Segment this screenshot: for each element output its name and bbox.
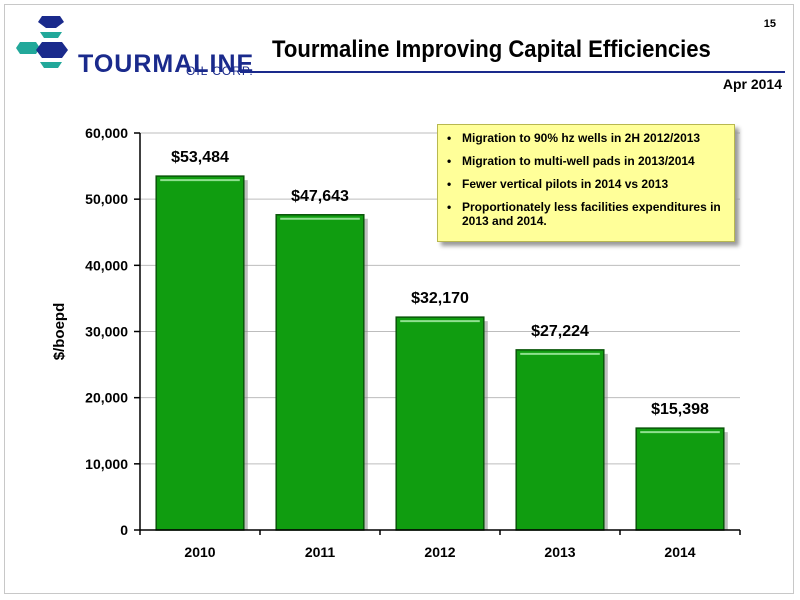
bar-2014 bbox=[635, 427, 725, 531]
page-number: 15 bbox=[763, 18, 776, 30]
tourmaline-gem-icon bbox=[16, 16, 68, 68]
data-labels: $53,484 $47,643 $32,170 $27,224 $15,398 bbox=[171, 149, 709, 418]
y-tick-labels: 0 10,000 20,000 30,000 40,000 50,000 60,000 bbox=[85, 125, 140, 538]
callout-bullet: Migration to multi-well pads in 2013/201… bbox=[446, 154, 726, 168]
bars bbox=[155, 175, 728, 531]
data-label: $53,484 bbox=[171, 149, 229, 166]
x-tick-label: 2013 bbox=[544, 544, 575, 560]
data-label: $27,224 bbox=[531, 323, 589, 340]
bar-2012 bbox=[395, 316, 485, 531]
x-tick-label: 2014 bbox=[664, 544, 695, 560]
y-tick-label: 60,000 bbox=[85, 125, 128, 141]
y-tick-label: 30,000 bbox=[85, 324, 128, 340]
y-tick-label: 20,000 bbox=[85, 390, 128, 406]
y-tick-label: 40,000 bbox=[85, 257, 128, 273]
slide-date: Apr 2014 bbox=[722, 76, 782, 92]
bar-2011 bbox=[275, 214, 365, 531]
x-tick-label: 2012 bbox=[424, 544, 455, 560]
slide-frame bbox=[4, 4, 794, 594]
logo-wordmark: TOURMALINE bbox=[78, 50, 255, 78]
x-tick-labels: 2010 2011 2012 2013 2014 bbox=[139, 530, 741, 560]
slide-title: Tourmaline Improving Capital Efficiencie… bbox=[272, 36, 711, 63]
bar-2010 bbox=[155, 175, 245, 531]
data-label: $15,398 bbox=[651, 401, 709, 418]
logo-subtext: OIL CORP. bbox=[186, 64, 254, 78]
y-tick-label: 10,000 bbox=[85, 456, 128, 472]
x-tick-label: 2010 bbox=[184, 544, 215, 560]
callout-bullet: Proportionately less facilities expendit… bbox=[446, 200, 726, 228]
callout-bullet: Migration to 90% hz wells in 2H 2012/201… bbox=[446, 131, 726, 145]
x-tick-label: 2011 bbox=[305, 544, 336, 560]
data-label: $32,170 bbox=[411, 290, 469, 307]
callout-box: Migration to 90% hz wells in 2H 2012/201… bbox=[437, 124, 735, 242]
y-tick-label: 50,000 bbox=[85, 191, 128, 207]
title-underline bbox=[240, 71, 785, 73]
callout-bullet-list: Migration to 90% hz wells in 2H 2012/201… bbox=[446, 131, 726, 228]
callout-bullet: Fewer vertical pilots in 2014 vs 2013 bbox=[446, 177, 726, 191]
y-axis-title: $/boepd bbox=[51, 303, 68, 361]
bar-2013 bbox=[515, 349, 605, 531]
data-label: $47,643 bbox=[291, 188, 349, 205]
company-logo: TOURMALINE bbox=[12, 12, 253, 82]
y-tick-label: 0 bbox=[120, 522, 128, 538]
